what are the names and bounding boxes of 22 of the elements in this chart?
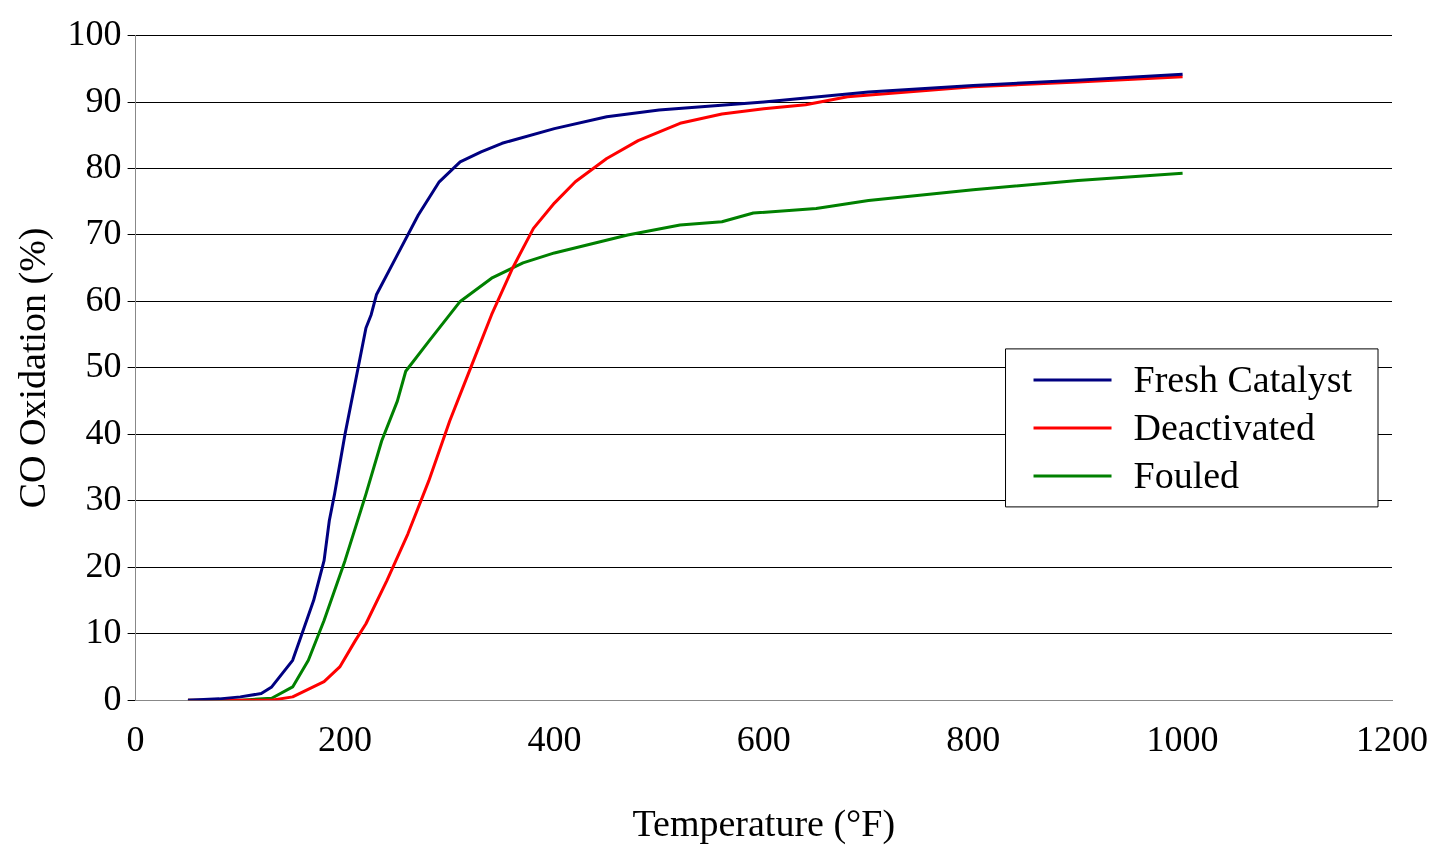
x-tick-label: 600 <box>736 719 791 760</box>
x-axis-title: Temperature (°F) <box>632 802 896 846</box>
y-tick-label: 10 <box>85 611 122 652</box>
legend-label: Fouled <box>1133 453 1240 496</box>
y-tick-label: 100 <box>67 13 122 54</box>
legend-label: Deactivated <box>1133 405 1315 448</box>
x-tick-label: 400 <box>527 719 582 760</box>
y-tick-label: 0 <box>103 677 122 718</box>
y-tick-label: 40 <box>85 411 122 452</box>
y-tick-label: 50 <box>85 345 122 386</box>
legend-label: Fresh Catalyst <box>1133 357 1353 400</box>
y-tick-label: 80 <box>85 145 122 186</box>
x-tick-label: 200 <box>318 719 372 760</box>
x-tick-label: 1000 <box>1146 719 1219 760</box>
x-tick-label: 800 <box>946 719 1001 760</box>
x-tick-label: 1200 <box>1356 719 1428 760</box>
y-axis-title: CO Oxidation (%) <box>10 227 54 509</box>
y-tick-label: 30 <box>85 478 122 519</box>
y-tick-label: 70 <box>85 212 122 253</box>
y-tick-label: 60 <box>85 278 122 319</box>
y-tick-label: 20 <box>85 544 122 585</box>
y-tick-label: 90 <box>85 79 122 120</box>
